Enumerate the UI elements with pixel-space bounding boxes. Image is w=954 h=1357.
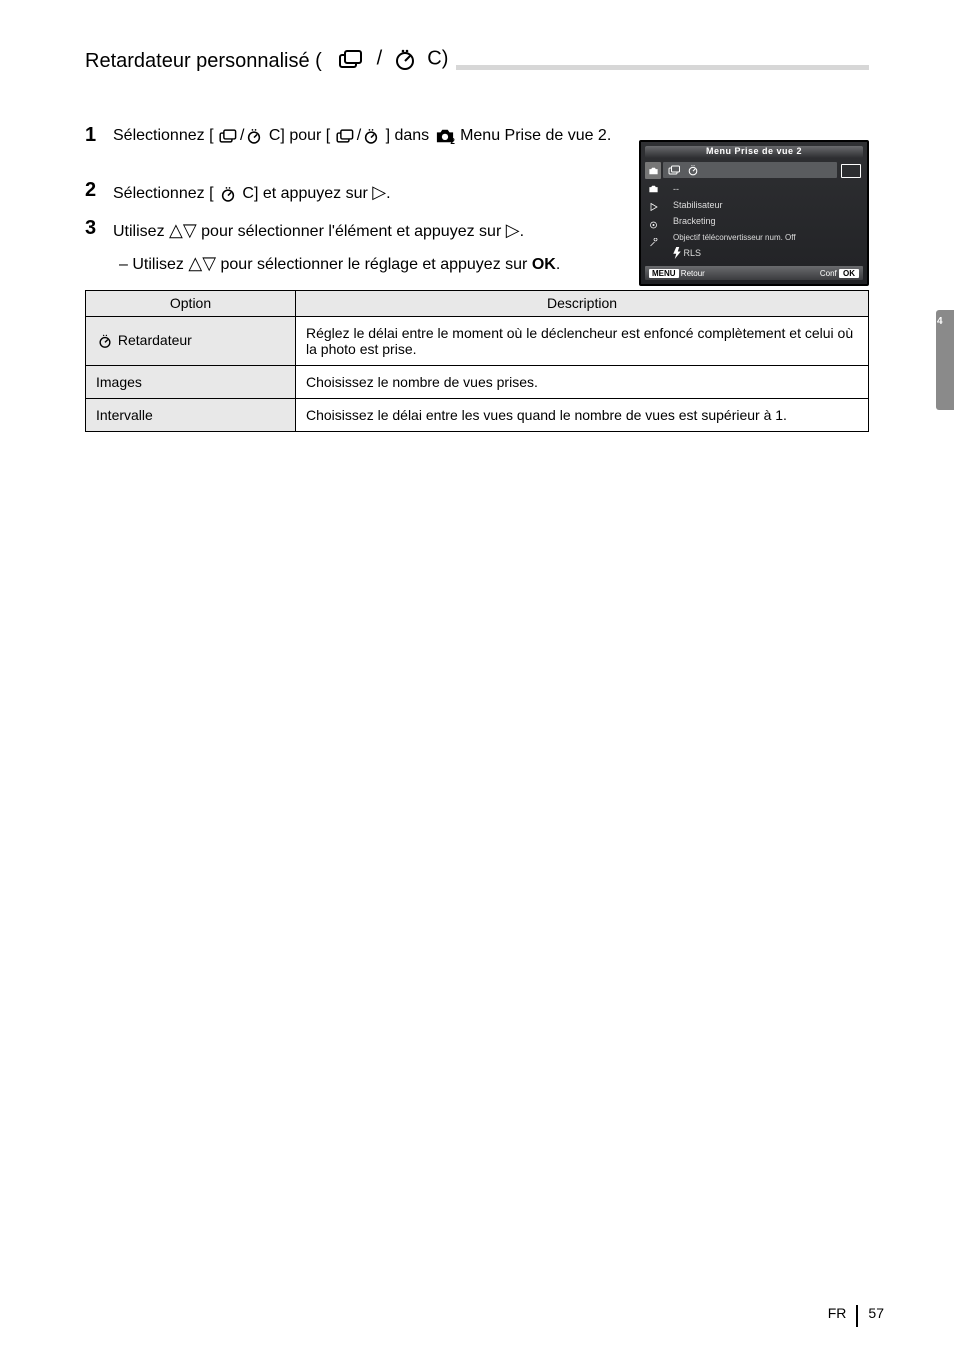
step1-suffix: ] dans bbox=[386, 127, 434, 144]
title-prefix: Retardateur personnalisé ( bbox=[85, 50, 322, 72]
th-option: Option bbox=[86, 290, 296, 316]
ok-label: OK bbox=[532, 256, 556, 273]
cell-desc: Réglez le délai entre le moment où le dé… bbox=[296, 316, 869, 365]
up-down-arrow-icon: △▽ bbox=[188, 253, 216, 273]
lcd-footer-right: Conf bbox=[820, 269, 837, 278]
title-text: Retardateur personnalisé ( / C) bbox=[85, 50, 330, 73]
table-row: Retardateur Réglez le délai entre le mom… bbox=[86, 316, 869, 365]
step-number: 2 bbox=[85, 179, 113, 202]
timer-icon bbox=[96, 332, 114, 350]
lcd-footer: MENU Retour Conf OK bbox=[645, 266, 863, 280]
step1-prefix: Sélectionnez [ bbox=[113, 127, 214, 144]
burst-icon bbox=[667, 164, 683, 176]
table-row: Images Choisissez le nombre de vues pris… bbox=[86, 365, 869, 398]
cell-desc: Choisissez le délai entre les vues quand… bbox=[296, 398, 869, 431]
page-footer: FR 57 bbox=[0, 1305, 954, 1327]
svg-text:2: 2 bbox=[450, 137, 455, 145]
flash-icon bbox=[673, 247, 681, 259]
footer-divider bbox=[856, 1305, 858, 1327]
step3-lead: Utilisez bbox=[113, 223, 169, 240]
title-icon-group: / C) bbox=[325, 46, 456, 72]
timer-icon bbox=[244, 126, 264, 146]
step3-bullet-lead: Utilisez bbox=[132, 256, 188, 273]
step2-prefix: Sélectionnez [ bbox=[113, 185, 214, 202]
timer-icon bbox=[392, 46, 418, 72]
step3-bullet-mid: pour sélectionner le réglage et appuyez … bbox=[221, 256, 532, 273]
timer-icon bbox=[218, 184, 238, 204]
step3-mid1: pour sélectionner l'élément et appuyez s… bbox=[201, 223, 506, 240]
ok-button-label: OK bbox=[839, 269, 859, 278]
th-description: Description bbox=[296, 290, 869, 316]
step-number: 1 bbox=[85, 124, 113, 147]
section-title: Retardateur personnalisé ( / C) bbox=[85, 50, 869, 84]
table-row: Intervalle Choisissez le délai entre les… bbox=[86, 398, 869, 431]
lcd-footer-left: Retour bbox=[681, 269, 705, 278]
page-number: 57 bbox=[868, 1305, 884, 1327]
timer-icon bbox=[686, 163, 700, 177]
side-tab-number: 4 bbox=[937, 316, 943, 327]
burst-icon bbox=[218, 127, 240, 145]
lcd-tab-shoot1 bbox=[645, 162, 661, 179]
right-arrow-icon: ▷ bbox=[372, 182, 386, 202]
single-frame-icon bbox=[841, 164, 861, 178]
menu-button-label: MENU bbox=[649, 269, 679, 278]
camera-lcd-illustration: Menu Prise de vue 2 bbox=[639, 140, 869, 286]
timer-icon bbox=[361, 126, 381, 146]
lcd-title: Menu Prise de vue 2 bbox=[641, 146, 867, 156]
footer-language: FR bbox=[828, 1305, 847, 1327]
title-suffix: C) bbox=[427, 47, 448, 69]
step1-menu: Menu Prise de vue 2. bbox=[460, 127, 611, 144]
step3-mid2: . bbox=[520, 223, 524, 240]
lcd-row-5: RLS bbox=[645, 244, 863, 262]
camera2-icon: 2 bbox=[434, 127, 456, 145]
row0-opt: Retardateur bbox=[118, 332, 192, 348]
cell-desc: Choisissez le nombre de vues prises. bbox=[296, 365, 869, 398]
lcd-selected-row bbox=[663, 162, 837, 178]
cell-option: Intervalle bbox=[86, 398, 296, 431]
options-table: Option Description Retardateur Réglez le… bbox=[85, 290, 869, 432]
up-down-arrow-icon: △▽ bbox=[169, 220, 197, 240]
burst-icon bbox=[335, 127, 357, 145]
step-number: 3 bbox=[85, 217, 113, 240]
step2-suffix: C] et appuyez sur bbox=[242, 185, 372, 202]
chapter-side-tab: 4 bbox=[936, 310, 954, 410]
cell-option: Images bbox=[86, 365, 296, 398]
cell-option: Retardateur bbox=[86, 316, 296, 365]
step1-mid: C] pour [ bbox=[269, 127, 330, 144]
burst-icon bbox=[337, 47, 367, 71]
right-arrow-icon: ▷ bbox=[506, 220, 520, 240]
